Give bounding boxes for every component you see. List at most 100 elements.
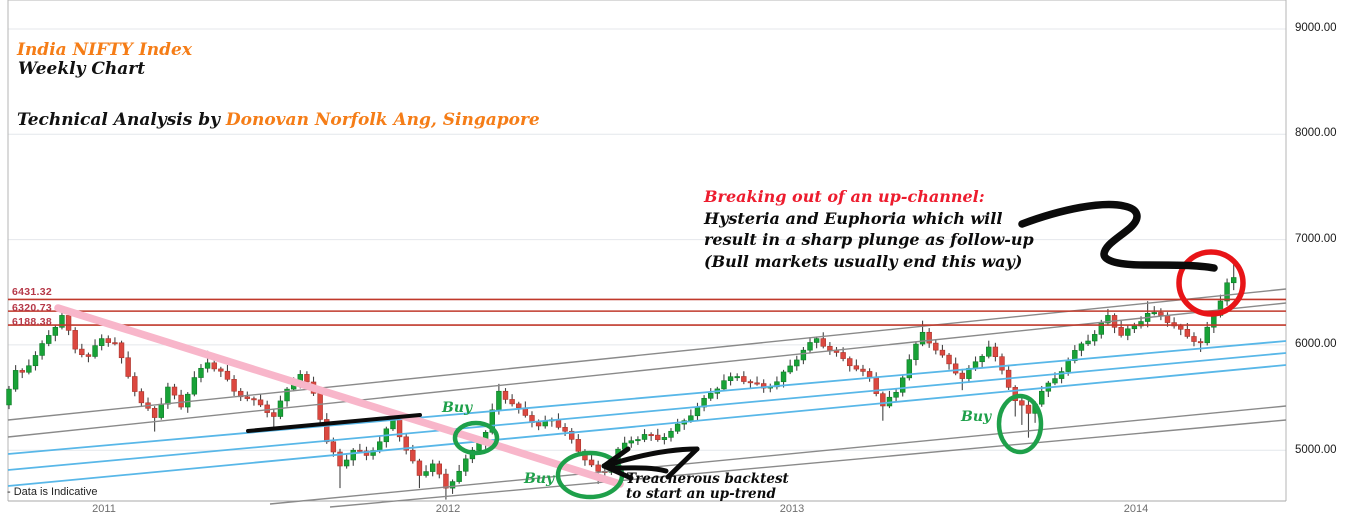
candle-body	[423, 471, 429, 476]
candle-body	[926, 331, 932, 344]
breakout-circle	[1176, 249, 1246, 317]
candle-body	[721, 380, 727, 390]
candle-body	[1138, 321, 1144, 327]
candle-body	[509, 399, 515, 405]
candle-body	[813, 338, 820, 343]
candle-body	[324, 419, 330, 443]
candle-body	[158, 403, 164, 418]
candle-body	[105, 338, 112, 343]
candle-body	[138, 391, 145, 404]
y-axis-tick-7000: 7000.00	[1295, 232, 1337, 245]
candle-body	[1085, 340, 1091, 345]
candle-body	[410, 449, 416, 462]
candle-body	[661, 437, 668, 440]
candle-body	[502, 390, 509, 400]
candle-body	[694, 406, 701, 417]
candle-body	[1178, 325, 1184, 330]
x-axis-year-2013: 2013	[779, 503, 805, 515]
backtest-arrow	[601, 463, 634, 481]
candle-body	[463, 458, 469, 472]
candle-body	[1131, 325, 1138, 330]
candle-body	[52, 327, 59, 336]
candle-body	[787, 365, 793, 373]
y-axis-tick-5000: 5000.00	[1295, 443, 1337, 456]
candle-body	[919, 331, 926, 345]
candle-body	[1118, 327, 1124, 336]
gray-channel-line	[329, 419, 1287, 508]
candle-body	[251, 398, 257, 401]
y-axis-tick-9000: 9000.00	[1295, 22, 1337, 34]
candle-body	[648, 434, 654, 437]
candle-body	[377, 441, 383, 451]
buy-circle	[452, 420, 500, 456]
candle-body	[26, 365, 32, 373]
candle-body	[118, 342, 125, 359]
candle-body	[1091, 334, 1098, 342]
x-axis-year-2012: 2012	[435, 503, 461, 515]
candle-body	[959, 372, 965, 379]
backtest-line: Treacherous backtest	[626, 471, 789, 487]
candle-body	[46, 335, 52, 344]
credit-name: Donovan Norfolk Ang, Singapore	[225, 110, 540, 130]
candle-body	[1065, 360, 1071, 372]
backtest-line: to start an up-trend	[626, 485, 776, 502]
candle-body	[112, 342, 118, 345]
candle-body	[257, 399, 264, 406]
candle-body	[1158, 312, 1164, 316]
candle-body	[946, 354, 952, 365]
candle-body	[204, 362, 211, 369]
data-indicative-note: - Data is Indicative	[7, 486, 98, 498]
candle-body	[1072, 350, 1078, 361]
candle-body	[939, 349, 946, 356]
price-level-label-6188: 6188.38	[12, 315, 53, 328]
candle-body	[1204, 326, 1210, 344]
price-level-label-6320: 6320.73	[12, 301, 53, 314]
candle-body	[860, 368, 866, 372]
candle-body	[132, 376, 138, 392]
candle-body	[32, 355, 39, 367]
candle-body	[443, 473, 449, 489]
x-axis-year-2014: 2014	[1123, 503, 1149, 515]
candle-body	[893, 391, 899, 398]
candle-body	[535, 422, 542, 427]
breakout-line: Hysteria and Euphoria which will	[704, 208, 1003, 228]
candle-body	[224, 370, 231, 380]
price-level-label-6431: 6431.32	[12, 286, 53, 298]
candle-body	[218, 368, 224, 372]
candle-body	[906, 359, 913, 379]
candle-body	[674, 423, 681, 432]
x-axis-year-2011: 2011	[92, 503, 116, 515]
candle-body	[92, 345, 98, 357]
candle-body	[992, 346, 999, 357]
candle-body	[853, 365, 860, 370]
candle-body	[304, 374, 310, 383]
candle-body	[65, 315, 72, 331]
candle-body	[708, 393, 714, 399]
buy-label-2: Buy	[524, 471, 555, 487]
candle-body	[244, 396, 251, 399]
gray-channel-line	[269, 405, 1287, 505]
candle-body	[800, 349, 807, 361]
candle-body	[39, 343, 45, 356]
candle-body	[317, 393, 323, 420]
candle-body	[98, 338, 105, 346]
candle-body	[59, 315, 65, 328]
blue-channel-line	[7, 340, 1287, 455]
candle-body	[1078, 343, 1085, 351]
candle-body	[952, 363, 959, 374]
candle-body	[516, 403, 522, 409]
candle-body	[337, 451, 343, 467]
candle-body	[635, 439, 641, 442]
candle-body	[357, 449, 363, 452]
buy-label-1: Buy	[442, 400, 473, 416]
candle-body	[271, 412, 277, 417]
breakout-heading: Breaking out of an up-channel:	[704, 187, 985, 206]
candle-body	[668, 430, 674, 438]
candle-body	[1197, 341, 1204, 344]
candle-body	[595, 464, 601, 472]
credit-prefix: Technical Analysis by	[17, 110, 226, 130]
candle-body	[866, 371, 873, 378]
candle-body	[1039, 390, 1045, 405]
candle-body	[370, 450, 376, 456]
